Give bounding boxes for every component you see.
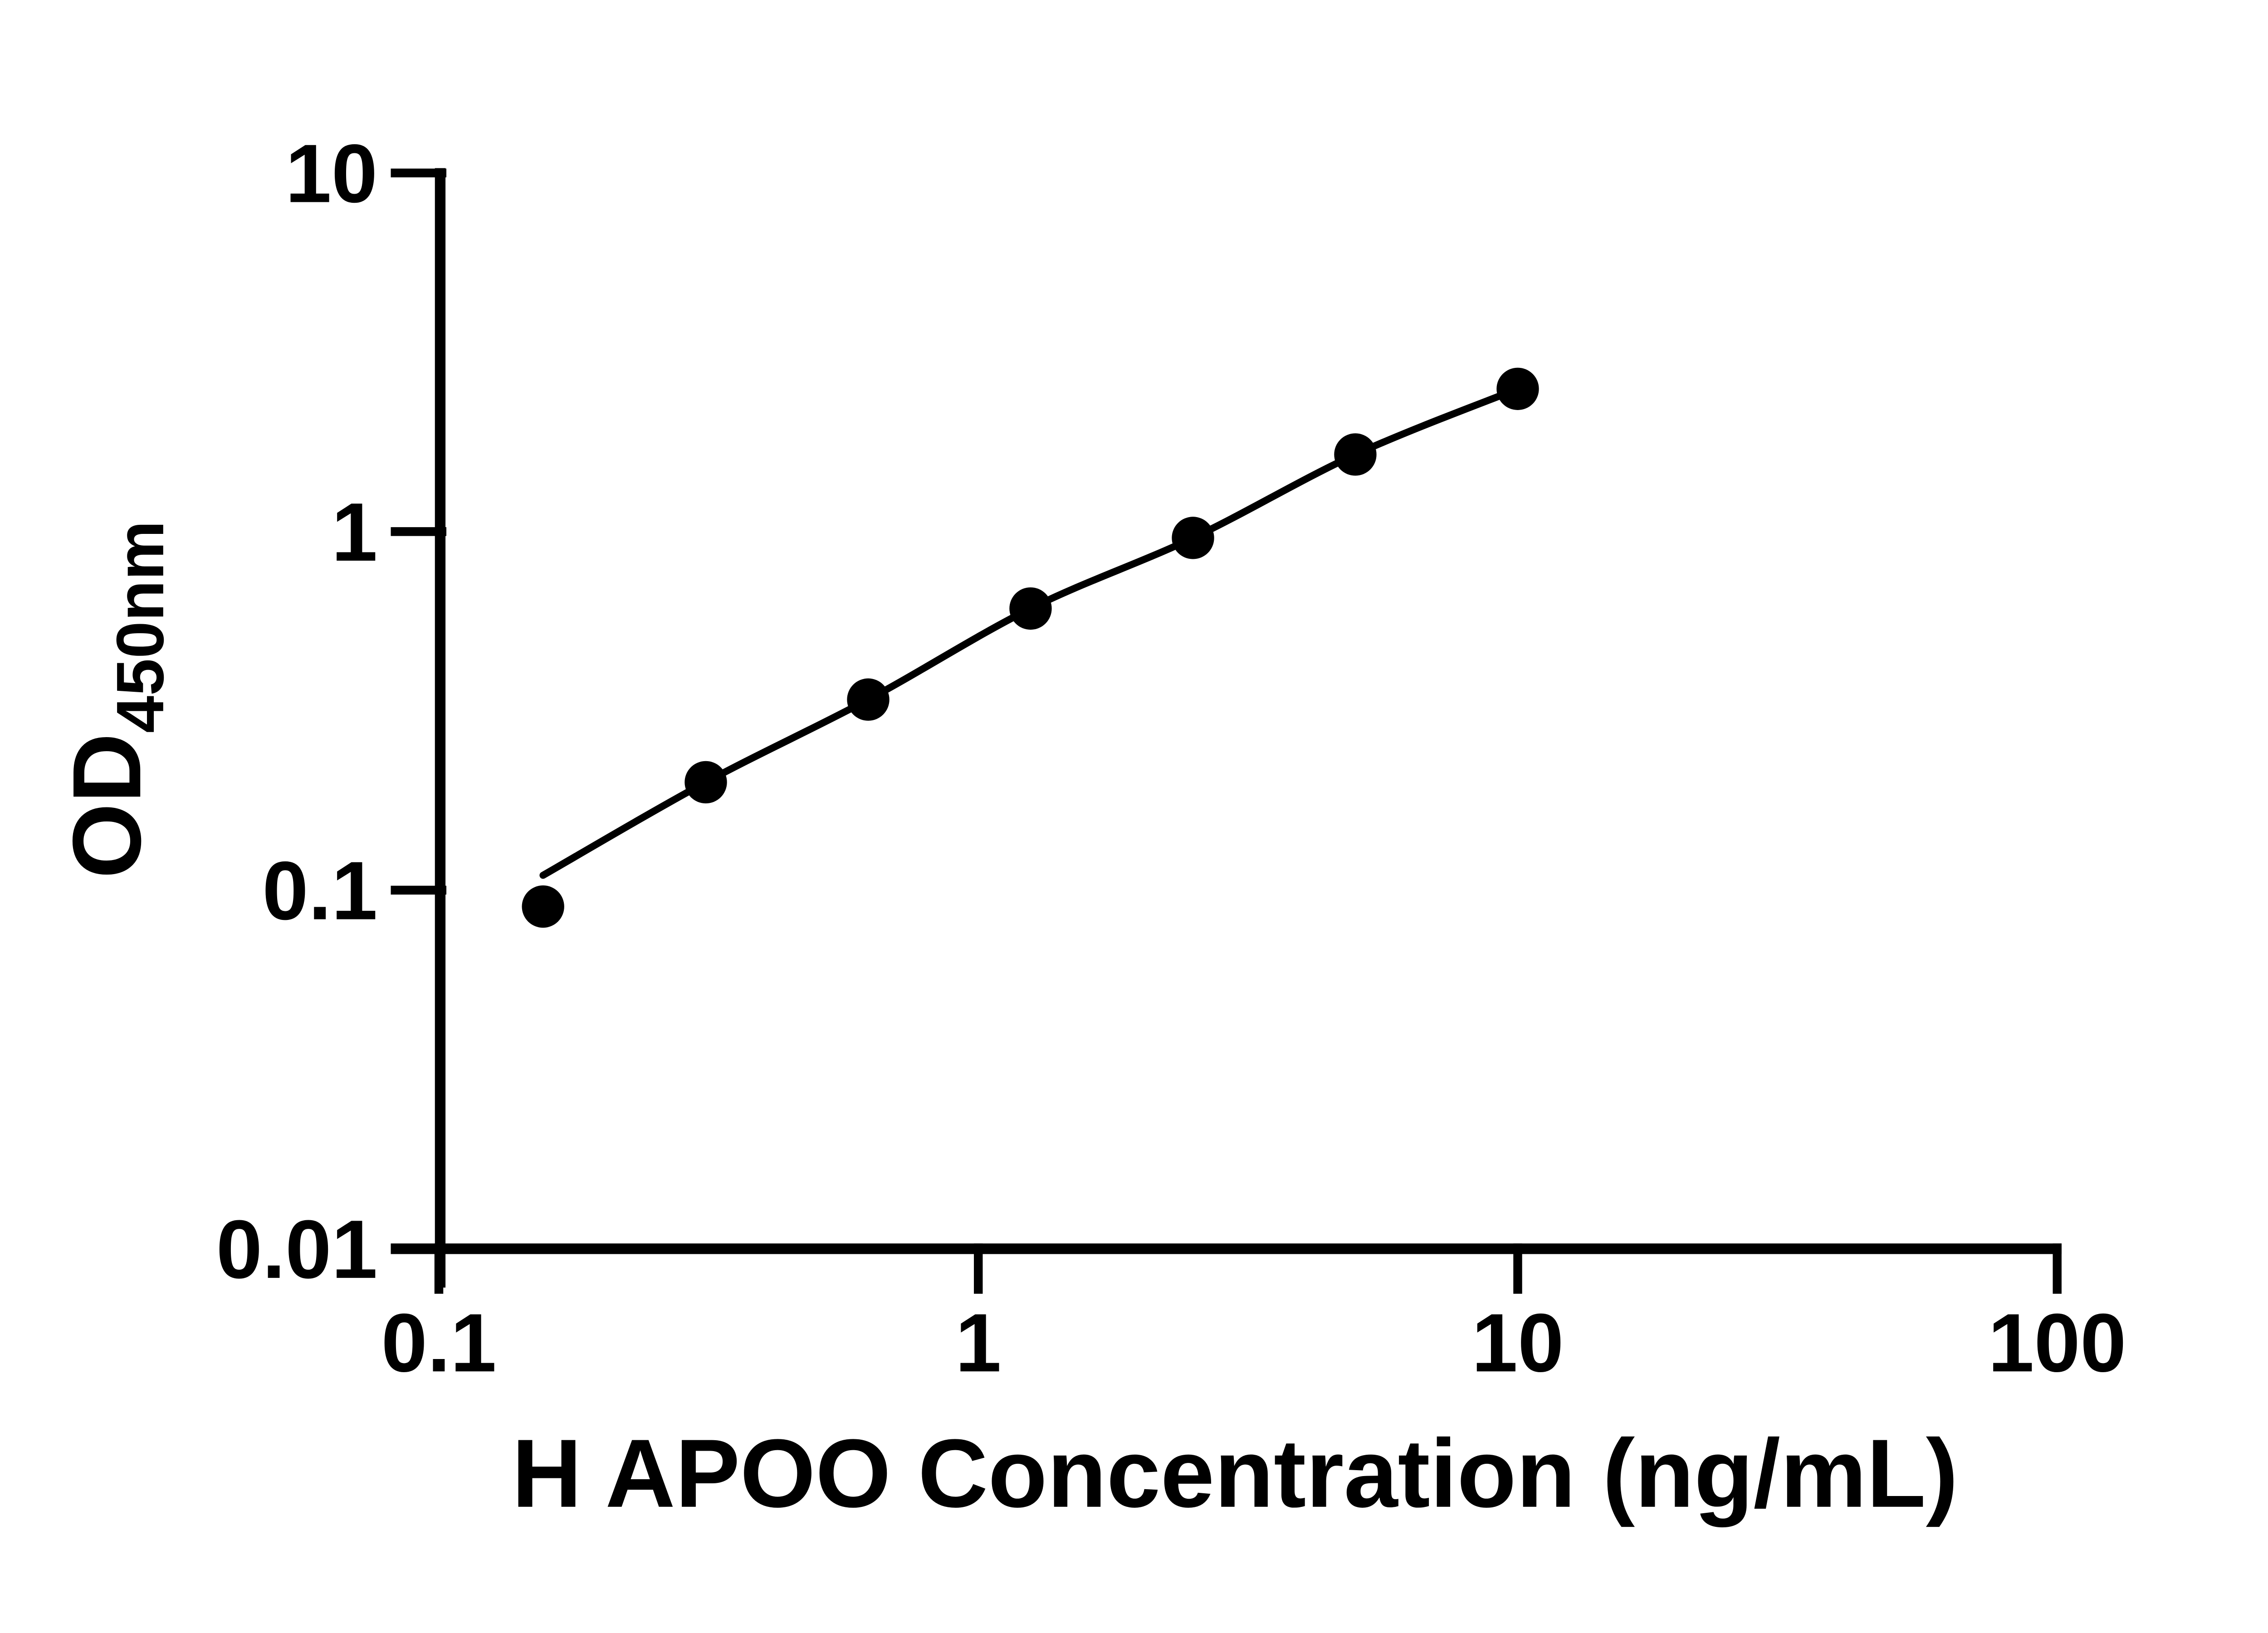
y-tick-label: 1 [332, 486, 378, 578]
y-axis-title: OD450nm [53, 521, 178, 879]
data-point-marker [847, 678, 890, 721]
y-tick-label: 0.01 [216, 1203, 378, 1296]
data-point-marker [1009, 587, 1052, 630]
data-points-group [522, 367, 1539, 928]
y-tick-label: 10 [285, 127, 377, 220]
data-point-marker [1496, 367, 1539, 410]
x-tick-label: 0.1 [381, 1296, 496, 1389]
data-point-marker [522, 885, 564, 928]
x-tick-label: 10 [1471, 1296, 1564, 1389]
x-axis-title: H APOO Concentration (ng/mL) [512, 1419, 1958, 1528]
y-axis-title-main: OD [53, 733, 161, 879]
axes-group [391, 168, 2062, 1288]
data-point-marker [1334, 433, 1377, 476]
data-point-marker [684, 761, 727, 804]
x-tick-label: 1 [955, 1296, 1002, 1389]
x-tick-label: 100 [1988, 1296, 2126, 1389]
y-tick-label: 0.1 [262, 845, 377, 937]
chart-background [0, 22, 2268, 1611]
y-axis-title-subscript: 450nm [103, 521, 178, 733]
data-point-marker [1172, 517, 1214, 559]
